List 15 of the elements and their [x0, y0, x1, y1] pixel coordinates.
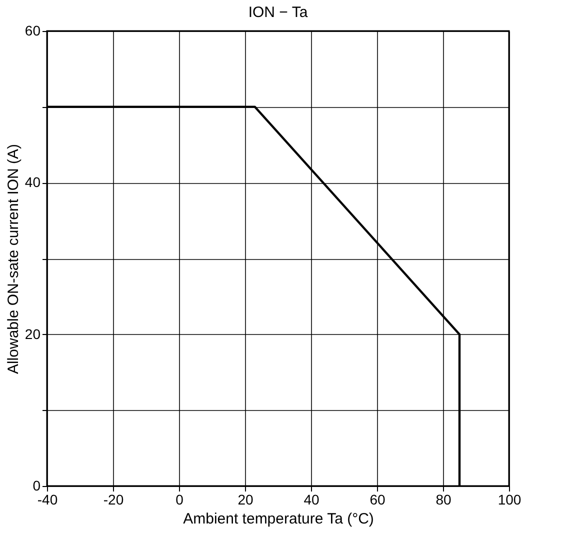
x-tick-label: 80: [436, 492, 452, 508]
y-tick-label: 40: [24, 174, 41, 190]
chart-title: ION − Ta: [248, 4, 308, 21]
x-tick-label: 40: [304, 492, 320, 508]
x-tick-label: -40: [37, 492, 58, 508]
x-tick-label: 100: [498, 492, 522, 508]
y-axis-title: Allowable ON-sate current ION (A): [4, 144, 22, 374]
y-tick-label: 60: [24, 22, 41, 38]
y-tick-label: 20: [24, 326, 41, 342]
y-tick-label: 0: [32, 478, 41, 494]
x-tick-label: -20: [103, 492, 124, 508]
x-tick-label: 60: [370, 492, 386, 508]
x-tick-label: 0: [176, 492, 184, 508]
x-axis-title: Ambient temperature Ta (°C): [183, 510, 374, 528]
x-tick-label: 20: [238, 492, 254, 508]
